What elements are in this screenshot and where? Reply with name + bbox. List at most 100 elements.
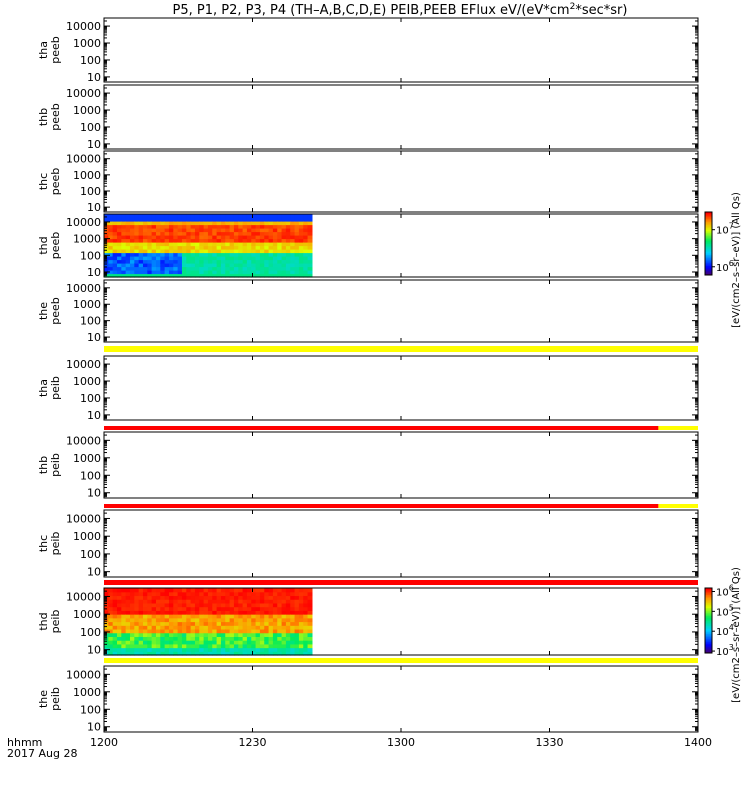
spectrogram-cell	[142, 228, 148, 233]
spectrogram-cell	[173, 270, 179, 275]
spectrogram-cell	[112, 602, 118, 608]
colorbar-swatch	[705, 260, 712, 263]
spectrogram-cell	[233, 595, 239, 600]
spectrogram-cell	[277, 245, 283, 250]
spectrogram-cell	[233, 259, 239, 264]
spectrogram-cell	[112, 599, 118, 604]
spectrogram-cell	[203, 614, 209, 619]
spectrogram-cell	[277, 632, 283, 637]
spectrogram-cell	[147, 610, 153, 615]
colorbar-swatch	[705, 256, 712, 259]
spectrogram-cell	[173, 238, 179, 243]
spectrogram-cell	[285, 647, 291, 652]
spectrogram-cell	[160, 588, 166, 593]
spectrogram-cell	[177, 643, 183, 649]
spectrogram-cell	[229, 256, 235, 261]
status-bar-segment	[104, 504, 659, 508]
spectrogram-cell	[290, 599, 296, 604]
spectrogram-cell	[246, 231, 252, 236]
spectrogram-cell	[220, 245, 226, 250]
y-tick-label: 1000	[73, 233, 101, 246]
spectrogram-cell	[186, 249, 192, 254]
spectrogram-cell	[255, 610, 261, 615]
spectrogram-cell	[142, 231, 148, 236]
spectrogram-cell	[125, 595, 131, 600]
spectrogram-cell	[303, 217, 309, 222]
spectrogram-cell	[233, 610, 239, 615]
spectrogram-cell	[203, 595, 209, 600]
spectrogram-cell	[307, 640, 313, 645]
spectrogram-cell	[238, 242, 244, 247]
spectrogram-cell	[134, 249, 140, 254]
spectrogram-cell	[142, 628, 148, 634]
spectrogram-cell	[303, 259, 309, 264]
spectrogram-cell	[177, 647, 183, 652]
spectrogram-cell	[186, 628, 192, 634]
spectrogram-cell	[134, 625, 140, 630]
spectrogram-cell	[108, 249, 114, 254]
spectrogram-cell	[134, 256, 140, 261]
spectrogram-cell	[134, 221, 140, 226]
spectrogram-cell	[147, 249, 153, 254]
spectrogram-cell	[121, 610, 127, 615]
spectrogram-cell	[147, 245, 153, 250]
spectrogram-cell	[225, 632, 231, 637]
spectrogram-cell	[285, 235, 291, 240]
spectrogram-cell	[307, 636, 313, 641]
colorbar-swatch	[705, 241, 712, 245]
spectrogram-cell	[259, 595, 265, 600]
spectrogram-cell	[177, 266, 183, 271]
spectrogram-cell	[186, 228, 192, 233]
spectrogram-cell	[277, 235, 283, 240]
spectrogram-cell	[147, 595, 153, 600]
spectrogram-cell	[164, 256, 170, 261]
spectrogram-cell	[112, 259, 118, 264]
spectrogram-cell	[181, 610, 187, 615]
spectrogram-cell	[238, 591, 244, 597]
spectrogram-cell	[298, 238, 304, 243]
spectrogram-cell	[177, 606, 183, 611]
spectrogram-cell	[298, 266, 304, 271]
spectrogram-cell	[264, 606, 270, 611]
spectrogram-cell	[207, 647, 213, 652]
spectrogram-cell	[207, 245, 213, 250]
spectrogram-cell	[181, 266, 187, 271]
colorbar-swatch	[705, 614, 712, 617]
spectrogram-cell	[207, 263, 213, 268]
spectrogram-cell	[116, 606, 122, 611]
y-tick-label: 1000	[73, 104, 101, 117]
spectrogram-cell	[272, 214, 278, 219]
spectrogram-cell	[298, 636, 304, 641]
spectrogram-cell	[164, 647, 170, 652]
spectrogram-cell	[151, 599, 157, 604]
spectrogram-cell	[129, 651, 135, 656]
spectrogram-cell	[294, 632, 300, 637]
spectrogram-cell	[129, 214, 135, 219]
spectrogram-cell	[194, 214, 200, 219]
spectrogram-cell	[168, 617, 174, 623]
spectrogram-cell	[190, 249, 196, 254]
spectrogram-cell	[285, 595, 291, 600]
spectrogram-cell	[303, 614, 309, 619]
spectrogram-cell	[238, 625, 244, 630]
colorbar-tick-label: 106	[716, 259, 734, 274]
spectrogram-cell	[285, 249, 291, 254]
spectrogram-cell	[186, 647, 192, 652]
spectrogram-cell	[199, 595, 205, 600]
spectrogram-cell	[190, 606, 196, 611]
spectrogram-cell	[160, 614, 166, 619]
spectrogram-cell	[251, 263, 257, 268]
spectrogram-cell	[259, 591, 265, 597]
spectrogram-cell	[155, 214, 161, 219]
spectrogram-cell	[298, 252, 304, 257]
y-tick-label: 100	[80, 469, 101, 482]
spectrogram-cell	[168, 231, 174, 236]
spectrogram-cell	[229, 599, 235, 604]
spectrogram-cell	[242, 640, 248, 645]
panel-frame	[103, 355, 699, 421]
spectrogram-cell	[307, 591, 313, 597]
spectrogram-cell	[121, 221, 127, 226]
spectrogram-cell	[285, 273, 291, 278]
colorbar-swatch	[705, 251, 712, 254]
